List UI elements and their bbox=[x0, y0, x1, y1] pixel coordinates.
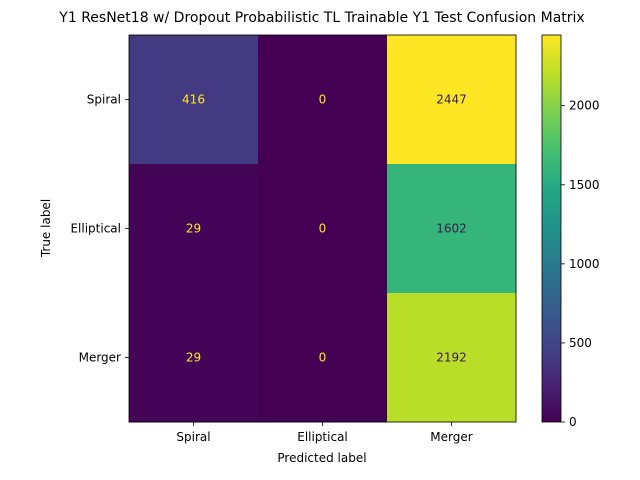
heatmap-cell bbox=[387, 293, 517, 423]
y-axis-label: True label bbox=[39, 199, 53, 258]
y-tick-label: Spiral bbox=[87, 93, 121, 107]
chart-title: Y1 ResNet18 w/ Dropout Probabilistic TL … bbox=[58, 10, 584, 26]
cell-value-label: 0 bbox=[319, 93, 327, 107]
cell-value-label: 416 bbox=[182, 93, 205, 107]
x-axis-ticks: Spiral Elliptical Merger bbox=[176, 422, 473, 444]
colorbar-tick-label: 1500 bbox=[569, 178, 600, 192]
heatmap-cell bbox=[129, 164, 259, 294]
cell-value-label: 29 bbox=[186, 351, 201, 365]
cell-value-label: 2192 bbox=[436, 351, 467, 365]
cell-value-label: 0 bbox=[319, 222, 327, 236]
y-tick-label: Merger bbox=[79, 351, 121, 365]
heatmap-cell bbox=[387, 35, 517, 165]
x-tick-label: Spiral bbox=[176, 430, 210, 444]
cell-value-label: 29 bbox=[186, 222, 201, 236]
y-tick-label: Elliptical bbox=[70, 222, 121, 236]
x-tick-label: Elliptical bbox=[297, 430, 348, 444]
x-tick-label: Merger bbox=[430, 430, 472, 444]
heatmap-cell bbox=[129, 35, 259, 165]
heatmap-cell bbox=[258, 164, 388, 294]
y-axis-ticks: Spiral Elliptical Merger bbox=[70, 93, 129, 365]
colorbar bbox=[541, 34, 562, 423]
cell-value-label: 1602 bbox=[436, 222, 467, 236]
heatmap-cell bbox=[129, 293, 259, 423]
heatmap-cell bbox=[258, 35, 388, 165]
colorbar-ticks: 0 500 1000 1500 2000 bbox=[561, 99, 600, 429]
heatmap-cell bbox=[387, 164, 517, 294]
cell-value-label: 0 bbox=[319, 351, 327, 365]
cell-value-label: 2447 bbox=[436, 93, 467, 107]
colorbar-tick-label: 0 bbox=[569, 415, 577, 429]
colorbar-tick-label: 2000 bbox=[569, 99, 600, 113]
x-axis-label: Predicted label bbox=[277, 451, 366, 465]
colorbar-tick-label: 500 bbox=[569, 336, 592, 350]
heatmap-cells: 416 0 2447 29 0 1602 29 0 2192 bbox=[129, 35, 517, 423]
heatmap-cell bbox=[258, 293, 388, 423]
colorbar-tick-label: 1000 bbox=[569, 257, 600, 271]
